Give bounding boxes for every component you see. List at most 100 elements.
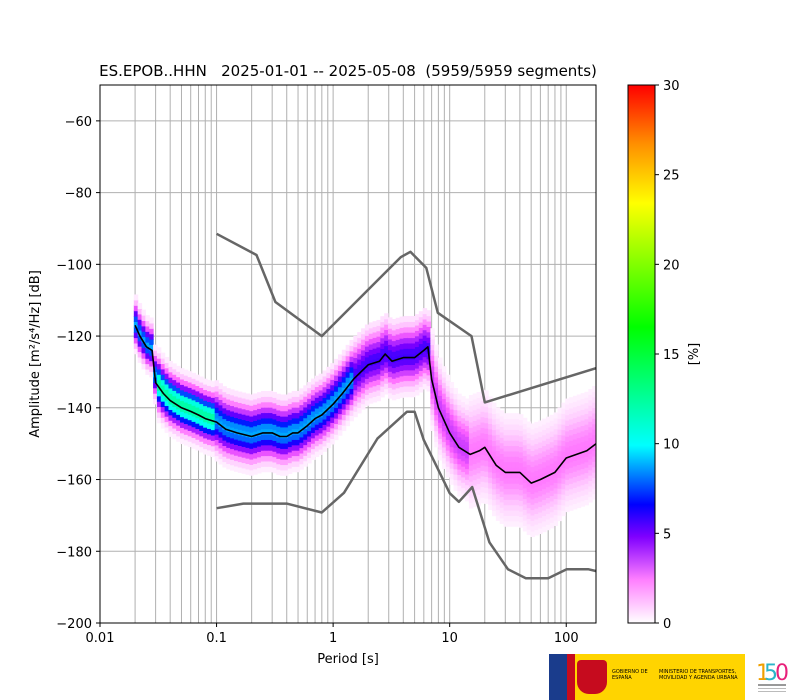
heatmap-cell bbox=[592, 418, 596, 425]
heatmap-cell bbox=[272, 402, 277, 409]
heatmap-cell bbox=[233, 449, 239, 456]
heatmap-cell bbox=[326, 409, 331, 416]
mode-line bbox=[134, 324, 596, 484]
heatmap-cell bbox=[549, 436, 555, 443]
heatmap-cell bbox=[515, 461, 520, 468]
heatmap-cell bbox=[561, 434, 566, 441]
heatmap-cell bbox=[334, 428, 339, 435]
heatmap-cell bbox=[445, 433, 451, 440]
heatmap-cell bbox=[542, 526, 547, 533]
heatmap-cell bbox=[492, 499, 497, 506]
heatmap-cell bbox=[492, 483, 497, 490]
heatmap-cell bbox=[268, 428, 274, 435]
heatmap-cell bbox=[206, 439, 212, 446]
heatmap-cell bbox=[357, 385, 362, 392]
heatmap-cell bbox=[376, 352, 381, 359]
heatmap-cell bbox=[441, 425, 447, 432]
heatmap-cell bbox=[507, 520, 512, 527]
heatmap-cell bbox=[468, 464, 474, 471]
heatmap-cell bbox=[534, 502, 539, 509]
heatmap-cell bbox=[141, 309, 146, 316]
heatmap-cell bbox=[576, 437, 582, 444]
heatmap-cell bbox=[476, 483, 482, 490]
heatmap-cell bbox=[538, 441, 543, 448]
heatmap-cell bbox=[357, 353, 362, 360]
heatmap-cell bbox=[476, 392, 482, 398]
heatmap-cell bbox=[580, 500, 586, 507]
heatmap-cell bbox=[353, 411, 358, 418]
heatmap-cell bbox=[264, 401, 270, 408]
heatmap-cell bbox=[353, 346, 358, 353]
heatmap-cell bbox=[453, 393, 458, 400]
heatmap-cell bbox=[572, 444, 578, 451]
heatmap-cell bbox=[137, 356, 143, 363]
heatmap-cell bbox=[518, 419, 524, 426]
heatmap-cell bbox=[245, 398, 250, 405]
heatmap-cell bbox=[476, 456, 482, 463]
heatmap-cell bbox=[445, 444, 451, 451]
heatmap-cell bbox=[426, 358, 431, 365]
heatmap-cell bbox=[484, 449, 489, 456]
heatmap-cell bbox=[468, 491, 474, 498]
heatmap-cell bbox=[530, 455, 535, 462]
heatmap-cell bbox=[588, 394, 593, 401]
heatmap-cell bbox=[172, 379, 177, 386]
heatmap-cell bbox=[545, 465, 551, 472]
heatmap-cell bbox=[465, 436, 470, 443]
heatmap-cell bbox=[260, 396, 266, 403]
heatmap-cell bbox=[576, 464, 582, 471]
heatmap-cell bbox=[195, 406, 200, 413]
heatmap-cell bbox=[534, 508, 539, 515]
heatmap-cell bbox=[372, 348, 378, 355]
heatmap-cell bbox=[476, 478, 482, 485]
heatmap-cell bbox=[411, 369, 416, 376]
psd-lines bbox=[134, 232, 596, 580]
heatmap-cell bbox=[245, 404, 250, 411]
heatmap-cell bbox=[434, 425, 439, 432]
heatmap-cell bbox=[337, 365, 343, 372]
heatmap-cell bbox=[187, 424, 193, 431]
heatmap-cell bbox=[287, 414, 293, 421]
heatmap-cell bbox=[418, 327, 424, 334]
heatmap-cell bbox=[249, 437, 254, 444]
heatmap-cell bbox=[264, 450, 270, 457]
heatmap-cell bbox=[195, 428, 200, 435]
heatmap-cell bbox=[445, 428, 451, 435]
heatmap-cell bbox=[361, 376, 366, 383]
heatmap-cell bbox=[268, 412, 274, 419]
heatmap-cell bbox=[260, 412, 266, 419]
heatmap-cell bbox=[522, 503, 528, 510]
heatmap-cell bbox=[295, 455, 301, 462]
heatmap-cell bbox=[361, 328, 366, 335]
heatmap-cell bbox=[465, 446, 470, 453]
heatmap-cell bbox=[576, 410, 582, 417]
heatmap-cell bbox=[230, 448, 235, 455]
heatmap-cell bbox=[534, 486, 539, 493]
heatmap-cell bbox=[438, 368, 443, 375]
heatmap-cell bbox=[160, 411, 166, 418]
heatmap-cell bbox=[538, 501, 543, 508]
heatmap-cell bbox=[226, 388, 231, 395]
heatmap-cell bbox=[507, 456, 512, 463]
heatmap-cell bbox=[484, 492, 489, 499]
heatmap-cell bbox=[176, 381, 181, 388]
heatmap-cell bbox=[357, 375, 362, 382]
heatmap-cell bbox=[407, 359, 412, 366]
heatmap-cell bbox=[499, 491, 505, 498]
heatmap-cell bbox=[206, 449, 212, 456]
heatmap-cell bbox=[538, 528, 543, 535]
heatmap-cell bbox=[426, 369, 431, 376]
heatmap-cell bbox=[584, 397, 589, 404]
heatmap-cell bbox=[592, 482, 596, 489]
heatmap-cell bbox=[511, 440, 516, 447]
heatmap-cell bbox=[430, 419, 435, 426]
heatmap-cell bbox=[253, 436, 258, 443]
heatmap-cell bbox=[507, 450, 512, 457]
heatmap-cell bbox=[511, 493, 516, 500]
heatmap-cell bbox=[176, 419, 181, 426]
heatmap-cell bbox=[588, 415, 593, 422]
heatmap-cell bbox=[268, 390, 274, 397]
heatmap-cell bbox=[511, 461, 516, 468]
heatmap-cell bbox=[195, 423, 200, 430]
heatmap-cell bbox=[453, 463, 458, 470]
